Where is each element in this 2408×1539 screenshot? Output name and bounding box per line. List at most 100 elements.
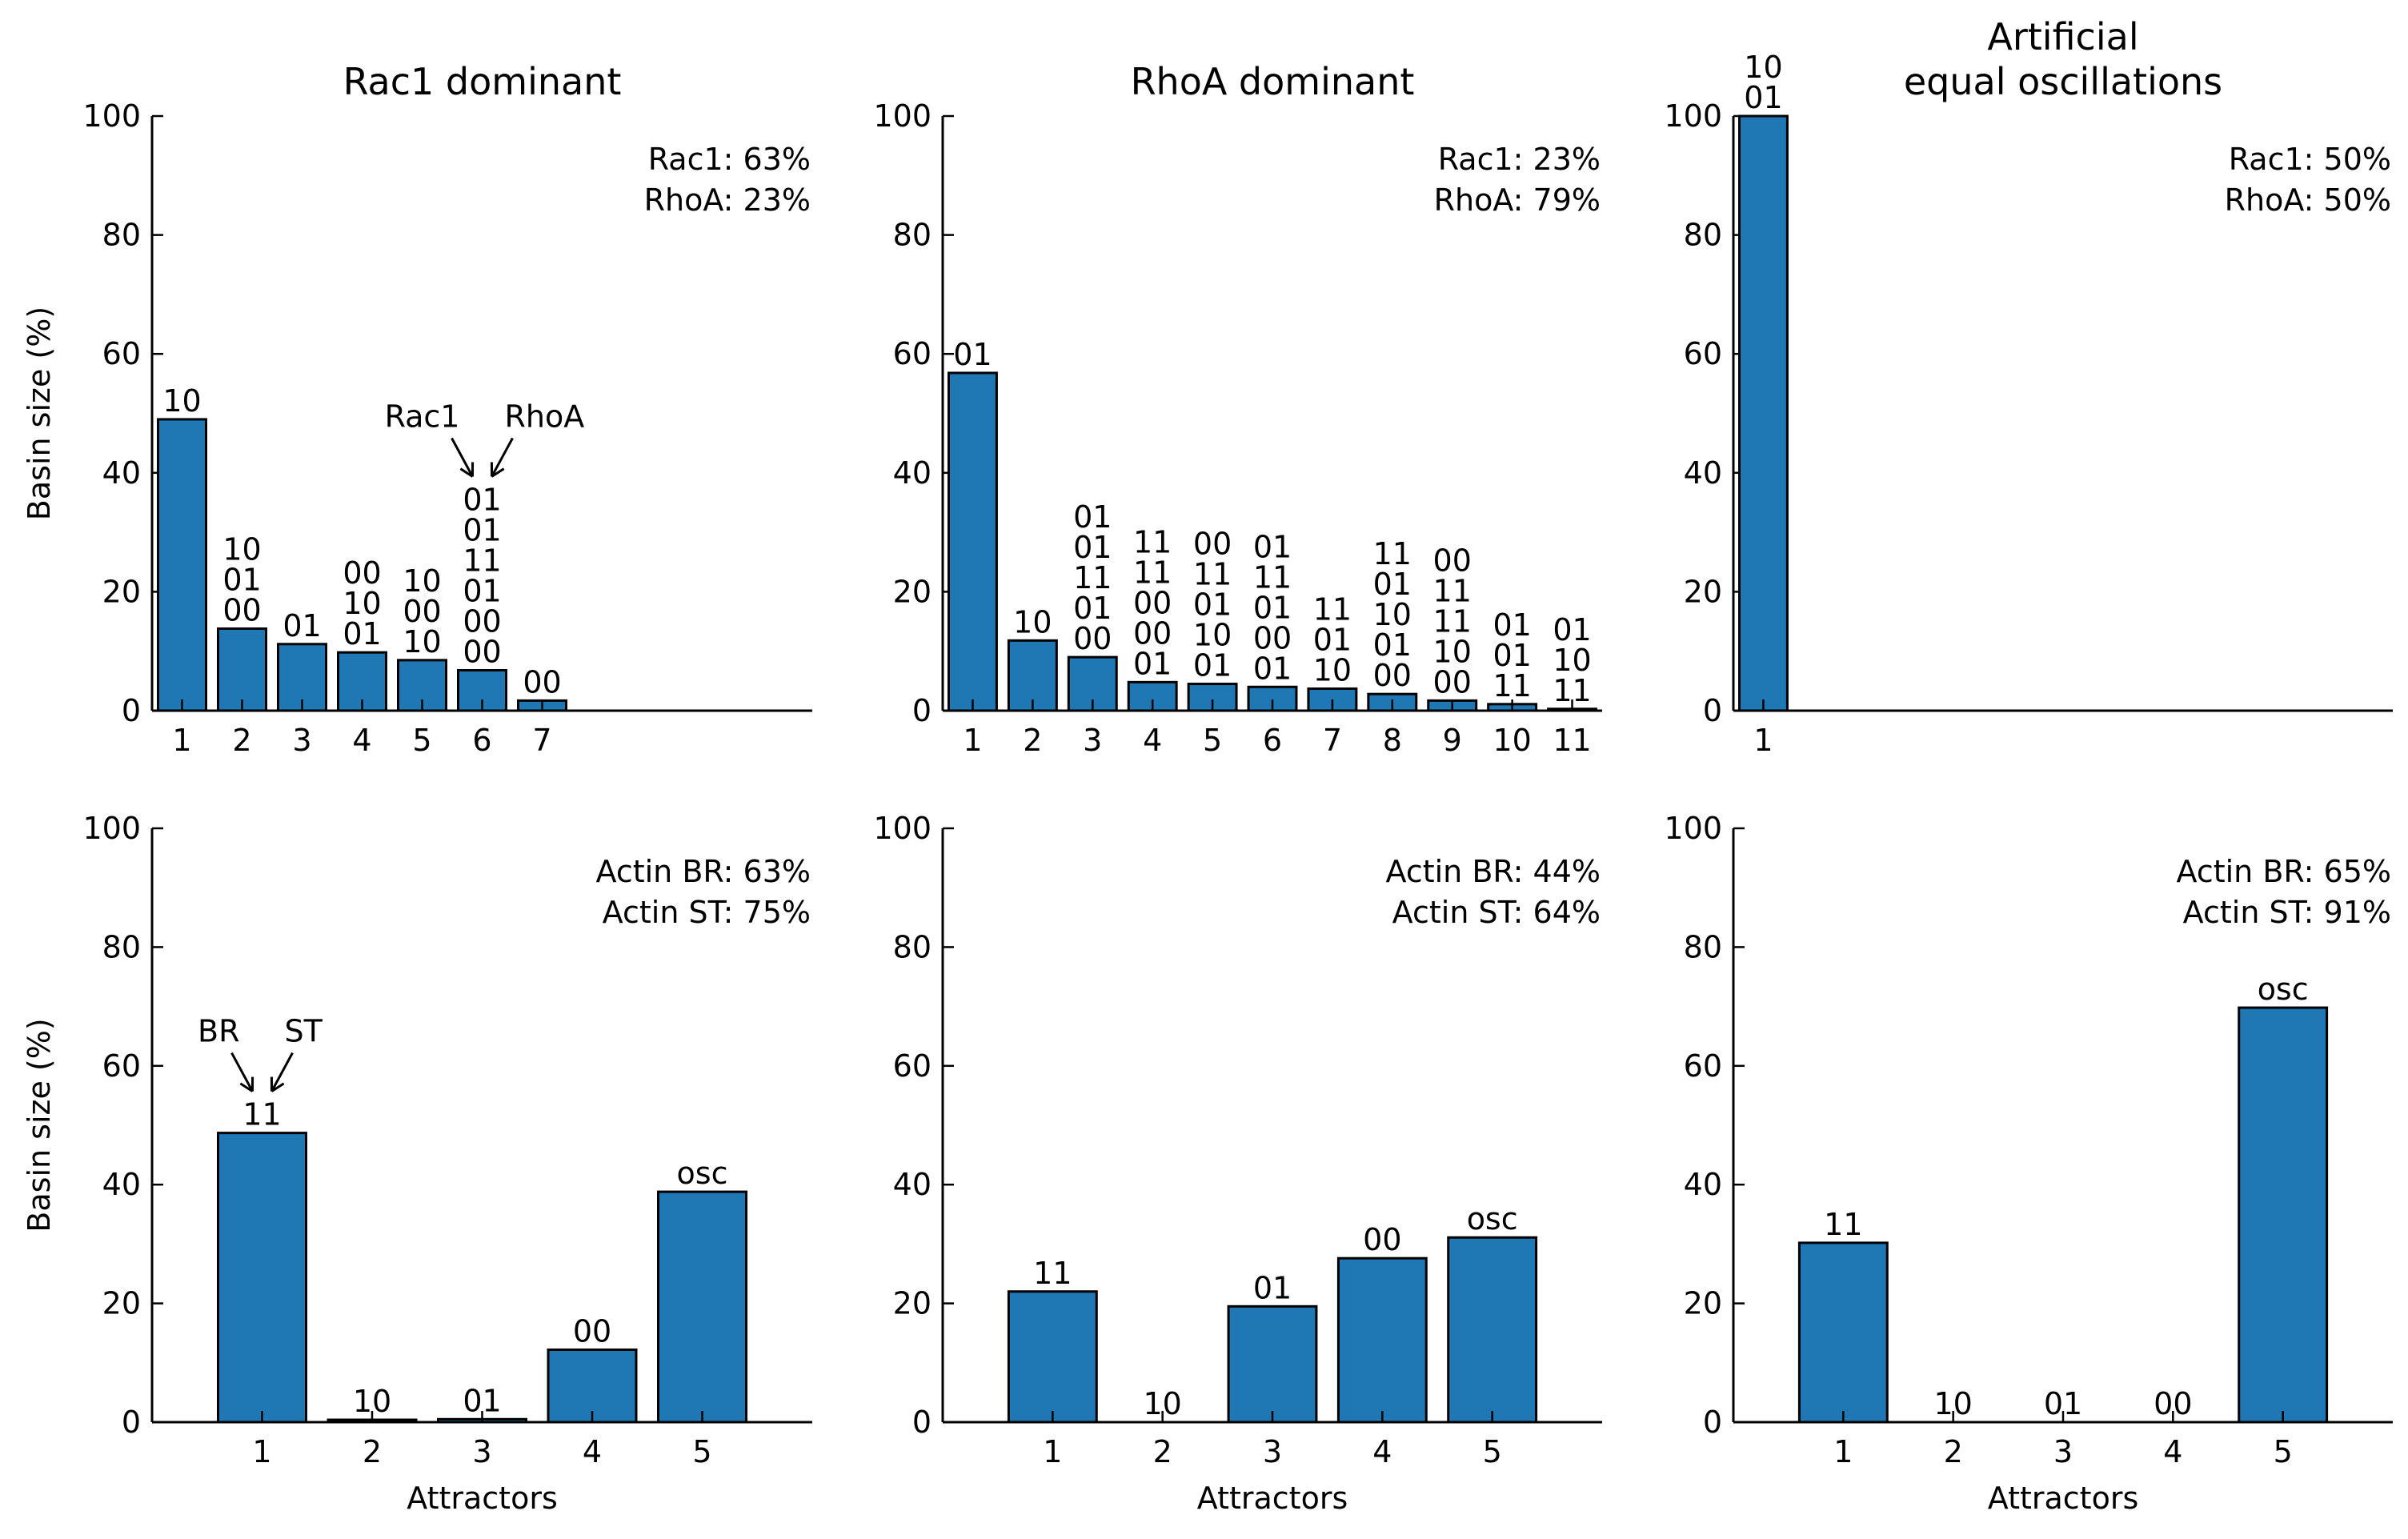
bar-1 [1797,1241,1889,1424]
y-tick-label: 0 [912,693,932,728]
x-tick-label: 10 [1492,723,1531,758]
bar-label: 00 [1133,615,1172,651]
y-tick-label: 40 [1684,1167,1722,1202]
y-tick-label: 0 [122,1405,141,1440]
x-tick-label: 3 [292,723,311,758]
arrow-label-left: Rac1 [385,399,460,434]
stat-annotation: Actin ST: 64% [1392,895,1601,930]
bar-label: 10 [1433,634,1472,669]
y-tick-label: 80 [102,929,141,964]
x-tick-label: 4 [1372,1434,1392,1469]
bar-2 [217,627,267,712]
bar-label: 01 [1073,530,1112,565]
y-tick-label: 0 [912,1405,932,1440]
arrow-right [270,1052,294,1092]
x-tick-label: 3 [472,1434,491,1469]
y-tick-label: 60 [1684,1048,1722,1084]
stat-annotation: RhoA: 50% [2225,182,2391,218]
bar-label: 11 [1133,555,1172,590]
bar-label: 01 [1492,638,1531,673]
bar-3 [1227,1305,1318,1424]
bar-label: 01 [343,616,381,651]
y-tick-label: 40 [102,1167,141,1202]
bar-label: 10 [353,1384,391,1419]
bar-5 [657,1190,747,1424]
bar-label: 11 [1824,1207,1862,1242]
bar-label: 10 [343,586,381,621]
bar-label: 01 [1253,590,1292,625]
bar-label: 10 [222,531,261,567]
y-tick-label: 40 [1684,455,1722,491]
x-tick-label: 2 [1153,1434,1172,1469]
bar-label: 00 [1073,621,1112,656]
bar-label: 11 [1433,603,1472,639]
bar-label: 00 [523,664,561,699]
y-tick-label: 80 [102,218,141,253]
bar-label: 11 [1073,560,1112,595]
bar-label: osc [1467,1201,1518,1236]
x-axis-label: Attractors [1988,1481,2139,1516]
y-tick-label: 0 [1703,1405,1722,1440]
stat-annotation: Rac1: 50% [2229,142,2391,177]
bar-5 [1447,1236,1538,1424]
bar-label: 00 [1433,664,1472,699]
bar-label: 11 [1033,1256,1072,1291]
y-tick-label: 40 [102,455,141,491]
bar-label: 00 [1433,543,1472,578]
bar-label: 01 [1193,648,1232,683]
y-tick-label: 20 [102,574,141,609]
chart-title: equal oscillations [1904,60,2222,103]
bar-label: 01 [1744,80,1782,115]
bar-label: 11 [1193,557,1232,592]
y-tick-label: 60 [102,336,141,371]
y-tick-label: 60 [893,1048,932,1084]
bar-label: 01 [463,573,501,608]
x-tick-label: 5 [412,723,431,758]
bar-4 [547,1348,638,1424]
x-tick-label: 1 [1753,723,1773,758]
y-tick-label: 100 [873,811,932,846]
bar-label: 01 [463,482,501,517]
x-tick-label: 8 [1383,723,1402,758]
bar-label: 01 [1313,623,1352,658]
bar-label: 01 [1133,646,1172,681]
x-tick-label: 2 [363,1434,382,1469]
y-tick-label: 100 [1664,811,1722,846]
bar-label: 11 [1253,559,1292,595]
bar-label: 01 [222,562,261,597]
x-axis-label: Attractors [1197,1481,1348,1516]
bar-1 [217,1132,307,1424]
x-tick-label: 5 [1203,723,1222,758]
bar-label: 00 [1133,585,1172,620]
bar-2 [1007,639,1058,712]
bar-label: 00 [2154,1386,2192,1421]
x-tick-label: 4 [352,723,371,758]
x-tick-label: 2 [1023,723,1042,758]
y-tick-label: 0 [1703,693,1722,728]
arrow-right [490,437,514,478]
bar-label: 01 [1253,651,1292,686]
x-tick-label: 1 [963,723,982,758]
chart-title: Rac1 dominant [343,60,622,103]
x-tick-label: 2 [1944,1434,1963,1469]
y-tick-label: 100 [1664,98,1722,134]
bar-5 [2238,1006,2329,1424]
stat-annotation: Actin BR: 63% [596,854,811,889]
y-tick-label: 20 [102,1286,141,1321]
y-axis-label: Basin size (%) [22,307,57,520]
bar-label: 00 [1373,658,1412,693]
bar-label: 01 [1373,627,1412,663]
arrow-left [230,1052,254,1092]
x-tick-label: 4 [583,1434,602,1469]
arrow-left [451,437,475,478]
bar-label: osc [2258,972,2309,1007]
x-axis-label: Attractors [407,1481,558,1516]
y-tick-label: 100 [82,98,141,134]
chart-title: Artificial [1987,15,2138,58]
chart-panel-1: 0204060801001102100100301400100151000106… [22,60,812,758]
bar-label: 00 [573,1313,611,1349]
bar-label: 10 [162,383,201,419]
bar-label: 01 [1373,567,1412,602]
y-tick-label: 20 [1684,574,1722,609]
x-tick-label: 7 [532,723,551,758]
